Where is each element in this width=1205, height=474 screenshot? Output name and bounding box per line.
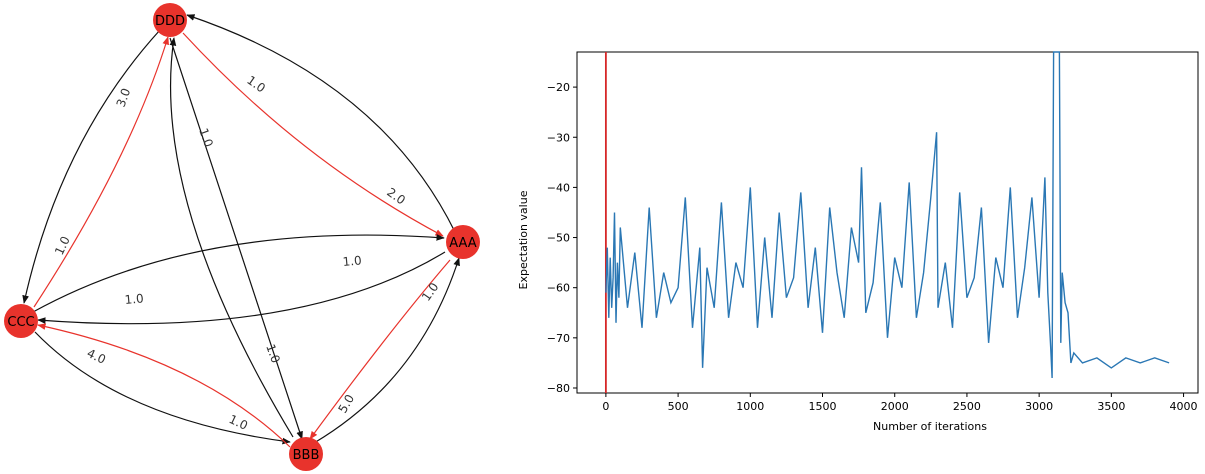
edge-aaa-ddd: [186, 14, 456, 233]
edge-ccc-ddd: [33, 36, 169, 308]
y-axis-ticks: −80 −70 −60 −50 −40 −30 −20: [547, 81, 577, 395]
edge-aaa-bbb: [309, 259, 451, 440]
y-tick-label: −50: [547, 232, 570, 245]
x-axis-ticks: 0 500 1000 1500 2000 2500 3000 3500 4000: [602, 393, 1198, 413]
edge-bbb-aaa: [313, 257, 460, 444]
y-tick-label: −60: [547, 282, 570, 295]
edge-label-ccc-aaa: 1.0: [342, 253, 362, 269]
x-tick-label: 500: [668, 400, 689, 413]
edge-ddd-ccc: [22, 29, 161, 304]
y-tick-label: −70: [547, 332, 570, 345]
node-label-aaa: AAA: [449, 236, 477, 251]
edge-label-aaa-ccc: 1.0: [124, 291, 144, 307]
edge-label-ddd-bbb: 1.0: [196, 126, 216, 149]
node-bbb: BBB: [289, 437, 323, 471]
edge-aaa-ccc: [37, 251, 446, 325]
node-ddd: DDD: [153, 3, 187, 37]
x-tick-label: 4000: [1170, 400, 1198, 413]
edge-label-bbb-ddd: 1.0: [263, 342, 283, 365]
edge-ddd-aaa: [182, 32, 444, 237]
x-tick-label: 3500: [1097, 400, 1125, 413]
node-label-ccc: CCC: [7, 315, 34, 330]
y-tick-label: −80: [547, 382, 570, 395]
y-tick-label: −40: [547, 181, 570, 194]
node-label-bbb: BBB: [293, 448, 320, 463]
edge-bbb-ccc: [37, 323, 291, 448]
edge-label-ddd-ccc: 3.0: [114, 86, 134, 109]
x-tick-label: 2000: [881, 400, 909, 413]
edge-ccc-bbb: [34, 331, 291, 445]
x-tick-label: 1000: [736, 400, 764, 413]
x-axis-label: Number of iterations: [873, 420, 987, 433]
y-axis-label: Expectation value: [517, 190, 530, 289]
network-graph: 1.0 2.0 3.0 1.0 1.0 1.0 1.0 1.0 4.0 1.0 …: [4, 3, 480, 471]
y-tick-label: −20: [547, 81, 570, 94]
x-tick-label: 0: [602, 400, 609, 413]
edge-bbb-ddd: [169, 37, 294, 438]
expectation-series-line: [605, 51, 1170, 379]
x-tick-label: 1500: [809, 400, 837, 413]
y-tick-label: −30: [547, 131, 570, 144]
node-ccc: CCC: [4, 304, 38, 338]
plot-frame: [576, 51, 1199, 394]
x-tick-label: 3000: [1025, 400, 1053, 413]
edge-ccc-aaa: [32, 234, 445, 313]
node-aaa: AAA: [446, 225, 480, 259]
x-tick-label: 2500: [953, 400, 981, 413]
node-label-ddd: DDD: [155, 14, 185, 29]
